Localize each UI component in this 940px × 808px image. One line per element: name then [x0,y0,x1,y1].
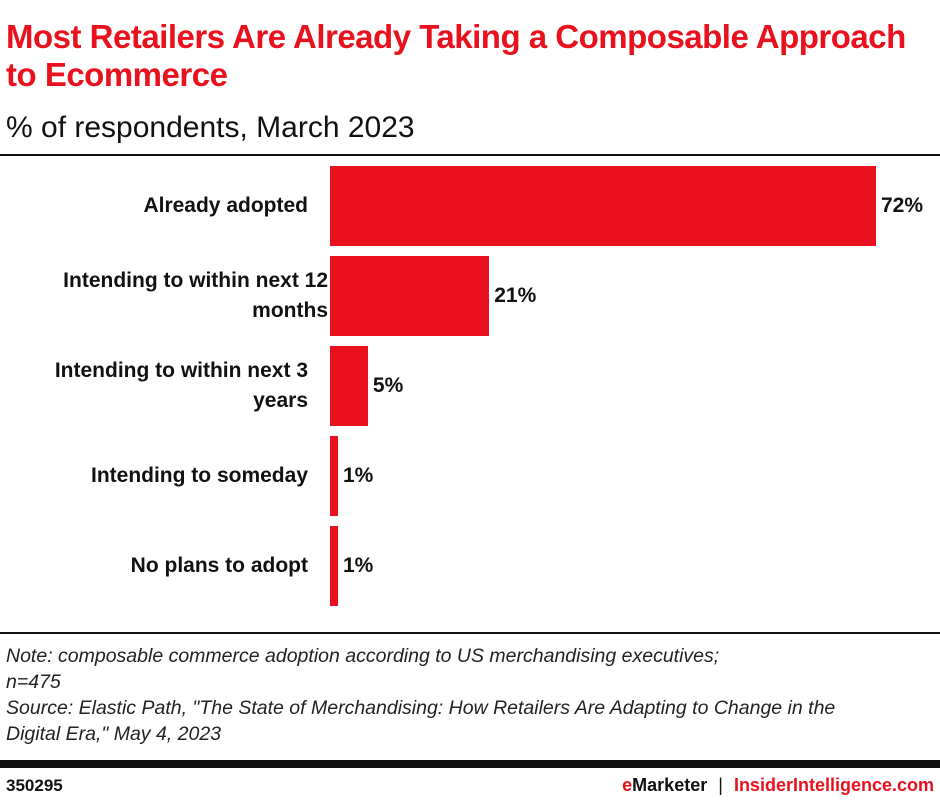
top-divider [0,154,940,156]
chart-subtitle: % of respondents, March 2023 [6,111,415,144]
chart-title: Most Retailers Are Already Taking a Comp… [6,18,906,93]
value-label: 5% [372,374,404,397]
chart-id: 350295 [6,776,63,795]
bar [330,256,490,336]
category-label: Intending to within next 3 years [54,359,308,412]
bar [330,346,368,426]
note-text: Note: composable commerce adoption accor… [6,645,720,693]
footer-divider [0,760,940,768]
value-label: 21% [494,284,537,307]
value-label: 72% [881,194,924,217]
brand-insiderintelligence: InsiderIntelligence.com [733,775,934,795]
category-label: Intending to someday [90,464,308,487]
category-label: Intending to within next 12 months [63,269,328,322]
value-label: 1% [343,464,374,487]
value-label: 1% [343,554,374,577]
brand-separator: | [718,775,723,795]
category-label: Already adopted [143,194,308,217]
notes-divider [0,632,940,634]
brand-emarketer: Marketer [632,775,708,795]
bar [330,166,876,246]
brand-e: e [622,775,633,795]
bar [330,526,338,606]
notes: Note: composable commerce adoption accor… [6,643,926,747]
category-label: No plans to adopt [130,554,308,577]
bar [330,436,338,516]
source-text: Source: Elastic Path, "The State of Merc… [6,697,836,745]
brand-logo: eMarketer | InsiderIntelligence.com [622,775,934,796]
